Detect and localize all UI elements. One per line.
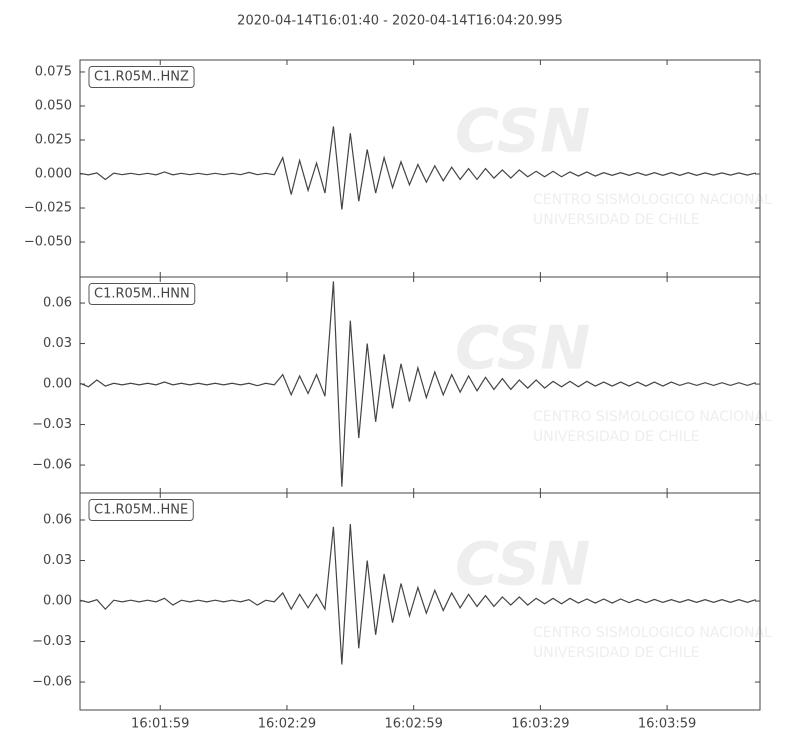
watermark-line: UNIVERSIDAD DE CHILE xyxy=(533,212,700,228)
y-tick-label: 0.06 xyxy=(43,296,72,311)
channel-label: C1.R05M..HNZ xyxy=(94,70,189,85)
y-tick-label: 0.03 xyxy=(43,336,72,351)
y-tick-label: −0.06 xyxy=(32,675,72,690)
x-tick-label: 16:02:29 xyxy=(258,717,316,732)
watermark-logo: CSN xyxy=(455,314,590,384)
watermark-line: CENTRO SISMOLOGICO NACIONAL xyxy=(533,192,772,208)
label-box xyxy=(88,283,196,305)
waveform xyxy=(79,524,756,665)
chart-title: 2020-04-14T16:01:40 - 2020-04-14T16:04:2… xyxy=(237,14,563,29)
panel-frame xyxy=(79,492,761,711)
y-tick-label: 0.00 xyxy=(43,594,72,609)
y-tick-label: −0.025 xyxy=(24,201,72,216)
watermark-line: UNIVERSIDAD DE CHILE xyxy=(533,429,700,445)
watermark-line: CENTRO SISMOLOGICO NACIONAL xyxy=(533,625,772,641)
watermark-line: CENTRO SISMOLOGICO NACIONAL xyxy=(533,409,772,425)
channel-label: C1.R05M..HNN xyxy=(94,287,190,302)
y-tick-label: −0.03 xyxy=(32,634,72,649)
watermark-logo: CSN xyxy=(455,97,590,167)
y-tick-label: 0.025 xyxy=(35,132,72,147)
y-tick-label: 0.00 xyxy=(43,377,72,392)
y-tick-label: −0.06 xyxy=(32,458,72,473)
x-tick-label: 16:01:59 xyxy=(131,717,189,732)
x-tick-label: 16:02:59 xyxy=(384,717,442,732)
y-tick-label: −0.050 xyxy=(24,235,72,250)
watermark-line: UNIVERSIDAD DE CHILE xyxy=(533,645,700,661)
channel-label: C1.R05M..HNE xyxy=(94,503,188,518)
y-tick-label: 0.050 xyxy=(35,98,72,113)
y-tick-label: 0.06 xyxy=(43,513,72,528)
y-tick-label: 0.000 xyxy=(35,167,72,182)
x-tick-label: 16:03:29 xyxy=(511,717,569,732)
x-tick-label: 16:03:59 xyxy=(638,717,696,732)
label-box xyxy=(88,499,194,521)
y-tick-label: 0.03 xyxy=(43,553,72,568)
watermark-logo: CSN xyxy=(455,530,590,600)
label-box xyxy=(88,66,195,88)
y-tick-label: 0.075 xyxy=(35,64,72,79)
waveform xyxy=(79,126,756,210)
waveform xyxy=(79,281,756,487)
y-tick-label: −0.03 xyxy=(32,417,72,432)
